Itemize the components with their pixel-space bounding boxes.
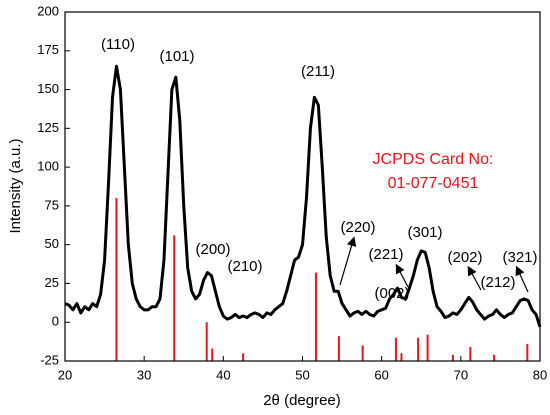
y-tick-label: 50 [45, 236, 59, 251]
peak-label: (110) [101, 36, 135, 53]
y-tick-label: 25 [45, 275, 59, 290]
y-tick-label: 200 [37, 3, 59, 18]
peak-label: (210) [227, 258, 262, 275]
y-tick-label: 100 [37, 159, 59, 174]
card-label: 01-077-0451 [388, 175, 479, 192]
arrow [395, 263, 409, 288]
y-tick-label: 150 [37, 81, 59, 96]
x-tick-label: 60 [374, 367, 388, 382]
peak-label: (321) [502, 249, 537, 266]
card-label: JCPDS Card No: [373, 151, 494, 168]
peak-label: (221) [368, 246, 403, 263]
y-tick-label: 125 [37, 120, 59, 135]
xrd-line [64, 64, 542, 328]
plot-frame [64, 11, 541, 362]
peak-label: (101) [159, 48, 194, 65]
x-tick-label: 70 [454, 367, 468, 382]
peak-label: (002) [374, 285, 409, 302]
arrow [467, 265, 482, 291]
x-tick-label: 40 [216, 367, 230, 382]
x-tick-label: 50 [295, 367, 309, 382]
x-tick-label: 80 [533, 367, 547, 382]
peak-label: (301) [407, 224, 442, 241]
y-tick-label: -25 [40, 352, 59, 367]
x-tick-label: 20 [58, 367, 72, 382]
peak-label: (211) [301, 63, 335, 80]
peak-label: (200) [195, 241, 230, 258]
peak-label: (212) [480, 274, 515, 291]
y-axis-label: Intensity (a.u.) [7, 138, 24, 233]
peak-label: (220) [340, 219, 375, 236]
y-tick-label: 175 [37, 42, 59, 57]
arrow [339, 236, 357, 286]
y-tick-label: 0 [52, 314, 59, 329]
x-axis-label: 2θ (degree) [263, 392, 341, 409]
arrow [515, 265, 529, 293]
y-tick-label: 75 [45, 197, 59, 212]
x-tick-label: 30 [137, 367, 151, 382]
peak-label: (202) [447, 249, 482, 266]
